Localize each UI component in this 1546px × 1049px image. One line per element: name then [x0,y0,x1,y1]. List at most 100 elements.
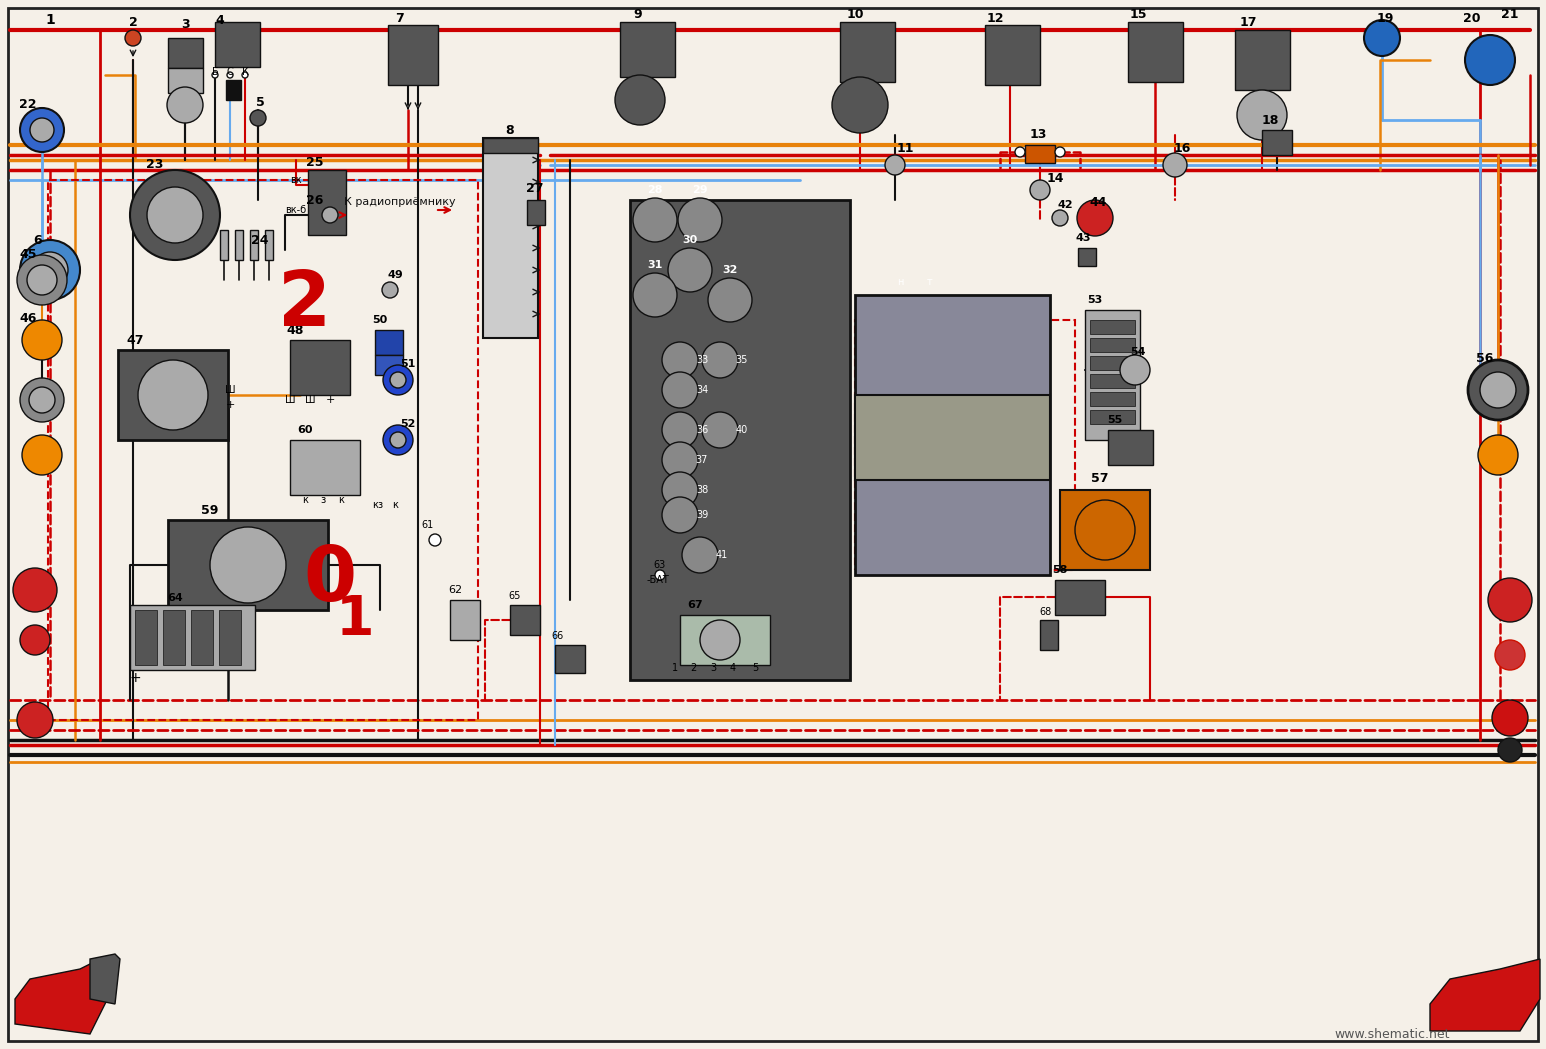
Circle shape [20,378,63,422]
Text: С: С [227,67,233,77]
Circle shape [12,568,57,612]
Text: 3: 3 [181,19,189,31]
Text: 26: 26 [306,193,323,207]
Text: К: К [241,67,249,77]
Text: 53: 53 [1087,295,1102,305]
Circle shape [668,248,713,292]
Circle shape [662,497,697,533]
Bar [162,611,186,665]
Bar [250,230,258,260]
Bar [1054,580,1105,615]
Bar [839,22,895,82]
Bar [169,38,203,68]
Text: 9: 9 [634,7,642,21]
Text: +: + [226,400,235,410]
Bar [291,440,360,495]
Bar [264,230,274,260]
Text: 29: 29 [693,185,708,195]
Text: 19: 19 [1376,12,1393,24]
Text: 27: 27 [526,181,544,194]
Text: 61: 61 [422,520,434,530]
Text: 11: 11 [897,142,914,154]
Bar [510,605,540,635]
Circle shape [17,702,53,738]
Text: 44: 44 [1090,195,1107,209]
Text: Ш: Ш [305,395,315,405]
Bar [527,200,546,224]
Bar [1090,392,1135,406]
Circle shape [1074,500,1135,560]
Circle shape [22,435,62,475]
Circle shape [1051,210,1068,226]
Text: 1: 1 [45,13,54,27]
Bar [450,600,479,640]
Text: 39: 39 [696,510,708,520]
Circle shape [29,387,56,413]
Text: 25: 25 [306,155,323,169]
Text: 2: 2 [278,267,331,342]
Text: 16: 16 [1173,142,1190,154]
Text: 56: 56 [1476,351,1493,364]
Circle shape [662,472,697,508]
Bar [192,611,213,665]
Circle shape [212,72,218,78]
Bar [169,520,328,611]
Text: 46: 46 [19,312,37,324]
Polygon shape [15,959,110,1034]
Text: 38: 38 [696,485,708,495]
Text: Ш: Ш [224,385,235,395]
Text: 33: 33 [696,355,708,365]
Circle shape [1237,90,1286,140]
Text: 62: 62 [448,585,462,595]
Text: 22: 22 [19,99,37,111]
Circle shape [656,570,665,580]
Text: т: т [928,277,932,287]
Text: 40: 40 [736,425,748,435]
Text: 8: 8 [506,124,515,136]
Bar [555,645,584,673]
Text: 7: 7 [396,12,405,24]
Circle shape [322,207,339,223]
Circle shape [1016,147,1025,157]
Circle shape [632,273,677,317]
Bar [482,138,538,338]
Circle shape [390,432,407,448]
Text: 1: 1 [335,593,374,647]
Circle shape [884,155,904,175]
Text: Б: Б [212,67,218,77]
Text: Ш: Ш [284,395,295,405]
Circle shape [227,72,233,78]
Bar [855,295,1050,575]
Text: 23: 23 [147,158,164,171]
Bar [220,611,241,665]
Circle shape [138,360,209,430]
Text: 58: 58 [1053,565,1068,575]
Circle shape [20,108,63,152]
Circle shape [125,30,141,46]
Circle shape [708,278,751,322]
Circle shape [682,537,717,573]
Text: 36: 36 [696,425,708,435]
Text: вк-б: вк-б [286,205,306,215]
Text: 4: 4 [730,663,736,673]
Bar [1108,430,1153,465]
Bar [482,138,538,153]
Bar [1090,410,1135,424]
Bar [169,68,203,93]
Bar [117,350,227,440]
Text: 63: 63 [654,560,666,570]
Bar [680,615,770,665]
Circle shape [1495,640,1524,670]
Circle shape [243,72,247,78]
Circle shape [29,117,54,142]
Text: К радиоприёмнику: К радиоприёмнику [345,197,456,207]
Circle shape [632,198,677,242]
Bar [985,25,1040,85]
Text: 37: 37 [696,455,708,465]
Text: 49: 49 [386,270,404,280]
Bar [631,200,850,680]
Bar [291,340,349,395]
Circle shape [1119,355,1150,385]
Text: 13: 13 [1030,128,1047,142]
Text: 5: 5 [751,663,758,673]
